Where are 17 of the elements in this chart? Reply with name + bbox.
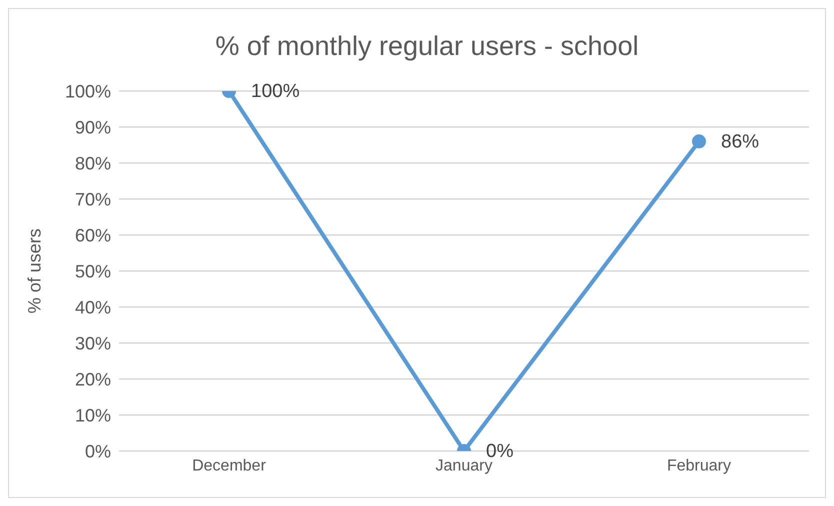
y-tick-label: 0% (84, 441, 111, 462)
y-tick-label: 30% (74, 333, 111, 354)
y-tick-label: 100% (64, 81, 111, 102)
y-tick-label: 90% (74, 117, 111, 138)
y-tick-label: 50% (74, 261, 111, 282)
y-tick-label: 60% (74, 225, 111, 246)
y-tick-label: 40% (74, 297, 111, 318)
data-label: 86% (721, 131, 760, 152)
x-tick-label: December (192, 457, 267, 474)
y-axis-title: % of users (24, 228, 44, 314)
y-tick-label: 80% (74, 153, 111, 174)
y-tick-label: 70% (74, 189, 111, 210)
data-label: 100% (251, 81, 300, 102)
chart-title: % of monthly regular users - school (214, 30, 640, 63)
y-tick-label: 10% (74, 405, 111, 426)
x-tick-label: February (666, 457, 732, 474)
y-tick-label: 20% (74, 369, 111, 390)
